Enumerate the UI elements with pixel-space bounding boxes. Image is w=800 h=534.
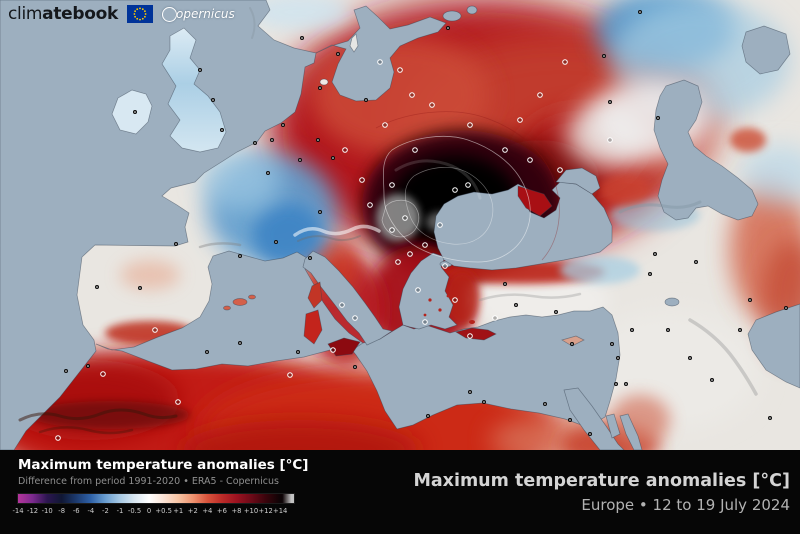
caspian-sea: [653, 79, 759, 221]
colorbar-tick: -4: [87, 507, 95, 515]
colorbar-tick: +1: [173, 507, 184, 515]
brand-prefix: clim: [8, 4, 43, 24]
lake-van: [664, 297, 680, 307]
colorbar-tick: -10: [41, 507, 53, 515]
sea-shapes: [0, 0, 800, 451]
ibiza: [223, 305, 231, 311]
sicily: [327, 337, 361, 357]
colorbar-ticks: -14 -12 -10 -8 -6 -4 -2 -1 -0.5 0 +0.5 +1 +2 +4 +6 +8 +1…: [12, 507, 294, 517]
rhodes: [469, 320, 475, 324]
colorbar-tick: +4: [202, 507, 213, 515]
colorbar-tick: +8: [231, 507, 242, 515]
crimea: [517, 185, 553, 217]
colorbar-tick: +6: [216, 507, 227, 515]
west-mediterranean: [95, 250, 369, 371]
colorbar-tick: -8: [58, 507, 66, 515]
footer-bar: Maximum temperature anomalies [°C] Diffe…: [0, 450, 800, 534]
colorbar-tick: +12: [258, 507, 273, 515]
black-sea: [433, 181, 613, 271]
aegean-island: [446, 294, 450, 298]
colorbar-tick: -1: [116, 507, 124, 515]
colorbar: [17, 493, 295, 504]
aegean-island: [438, 308, 442, 312]
colorbar-tick: -14: [12, 507, 24, 515]
lake-ladoga: [442, 10, 462, 22]
city-markers: [55, 10, 788, 441]
legend-block: Maximum temperature anomalies [°C] Diffe…: [0, 450, 348, 534]
persian-gulf: [747, 303, 800, 389]
terrain-ridges: [18, 7, 758, 435]
eu-flag-icon: [127, 5, 154, 23]
aegean-sea: [398, 252, 458, 330]
copernicus-logo: opernicus: [162, 6, 235, 22]
sea-of-azov: [555, 167, 601, 195]
footer-subtitle: Europe • 12 to 19 July 2024: [581, 495, 790, 514]
colorbar-tick: -6: [72, 507, 80, 515]
islands: [111, 27, 585, 357]
crete: [455, 327, 497, 341]
baltic-sea: [315, 5, 447, 102]
cyprus: [561, 335, 585, 347]
colorbar-tick: -2: [102, 507, 109, 515]
gotland: [349, 33, 359, 53]
mallorca: [232, 298, 248, 306]
corsica: [307, 281, 323, 309]
colorbar-tick: -0.5: [127, 507, 142, 515]
great-britain: [161, 27, 227, 153]
colorbar-tick: -12: [27, 507, 39, 515]
legend-subtitle: Difference from period 1991-2020 • ERA5 …: [18, 476, 279, 487]
east-mediterranean: [351, 306, 621, 430]
copernicus-ring-icon: [162, 6, 178, 22]
lake-onega: [466, 5, 478, 15]
colorbar-tick: +0.5: [155, 507, 172, 515]
anomaly-contours: [375, 111, 560, 263]
anomaly-map: [0, 0, 800, 490]
ireland: [111, 89, 153, 135]
colorbar-tick: +14: [273, 507, 288, 515]
colorbar-tick: +10: [243, 507, 259, 515]
zealand: [319, 78, 329, 86]
red-sea: [563, 387, 625, 451]
aegean-island: [428, 298, 432, 302]
aegean-island: [423, 313, 427, 317]
legend-title: Maximum temperature anomalies [°C]: [18, 457, 309, 473]
atlantic-north-sea: [0, 0, 317, 451]
colorbar-tick: 0: [146, 507, 152, 515]
sardinia: [303, 309, 323, 345]
climatebook-logo: climatebook: [8, 4, 118, 24]
copernicus-label: opernicus: [176, 7, 235, 21]
header-overlay: climatebook opernicus: [8, 4, 235, 24]
menorca: [248, 294, 256, 300]
brand-suffix: atebook: [42, 4, 119, 24]
colorbar-tick: +2: [187, 507, 198, 515]
gulf-of-suez: [605, 413, 621, 439]
europe-anomaly-svg: [0, 0, 800, 490]
volga-reservoir: [741, 25, 791, 75]
footer-title: Maximum temperature anomalies [°C]: [413, 470, 790, 491]
title-block: Maximum temperature anomalies [°C] Europ…: [413, 450, 800, 534]
